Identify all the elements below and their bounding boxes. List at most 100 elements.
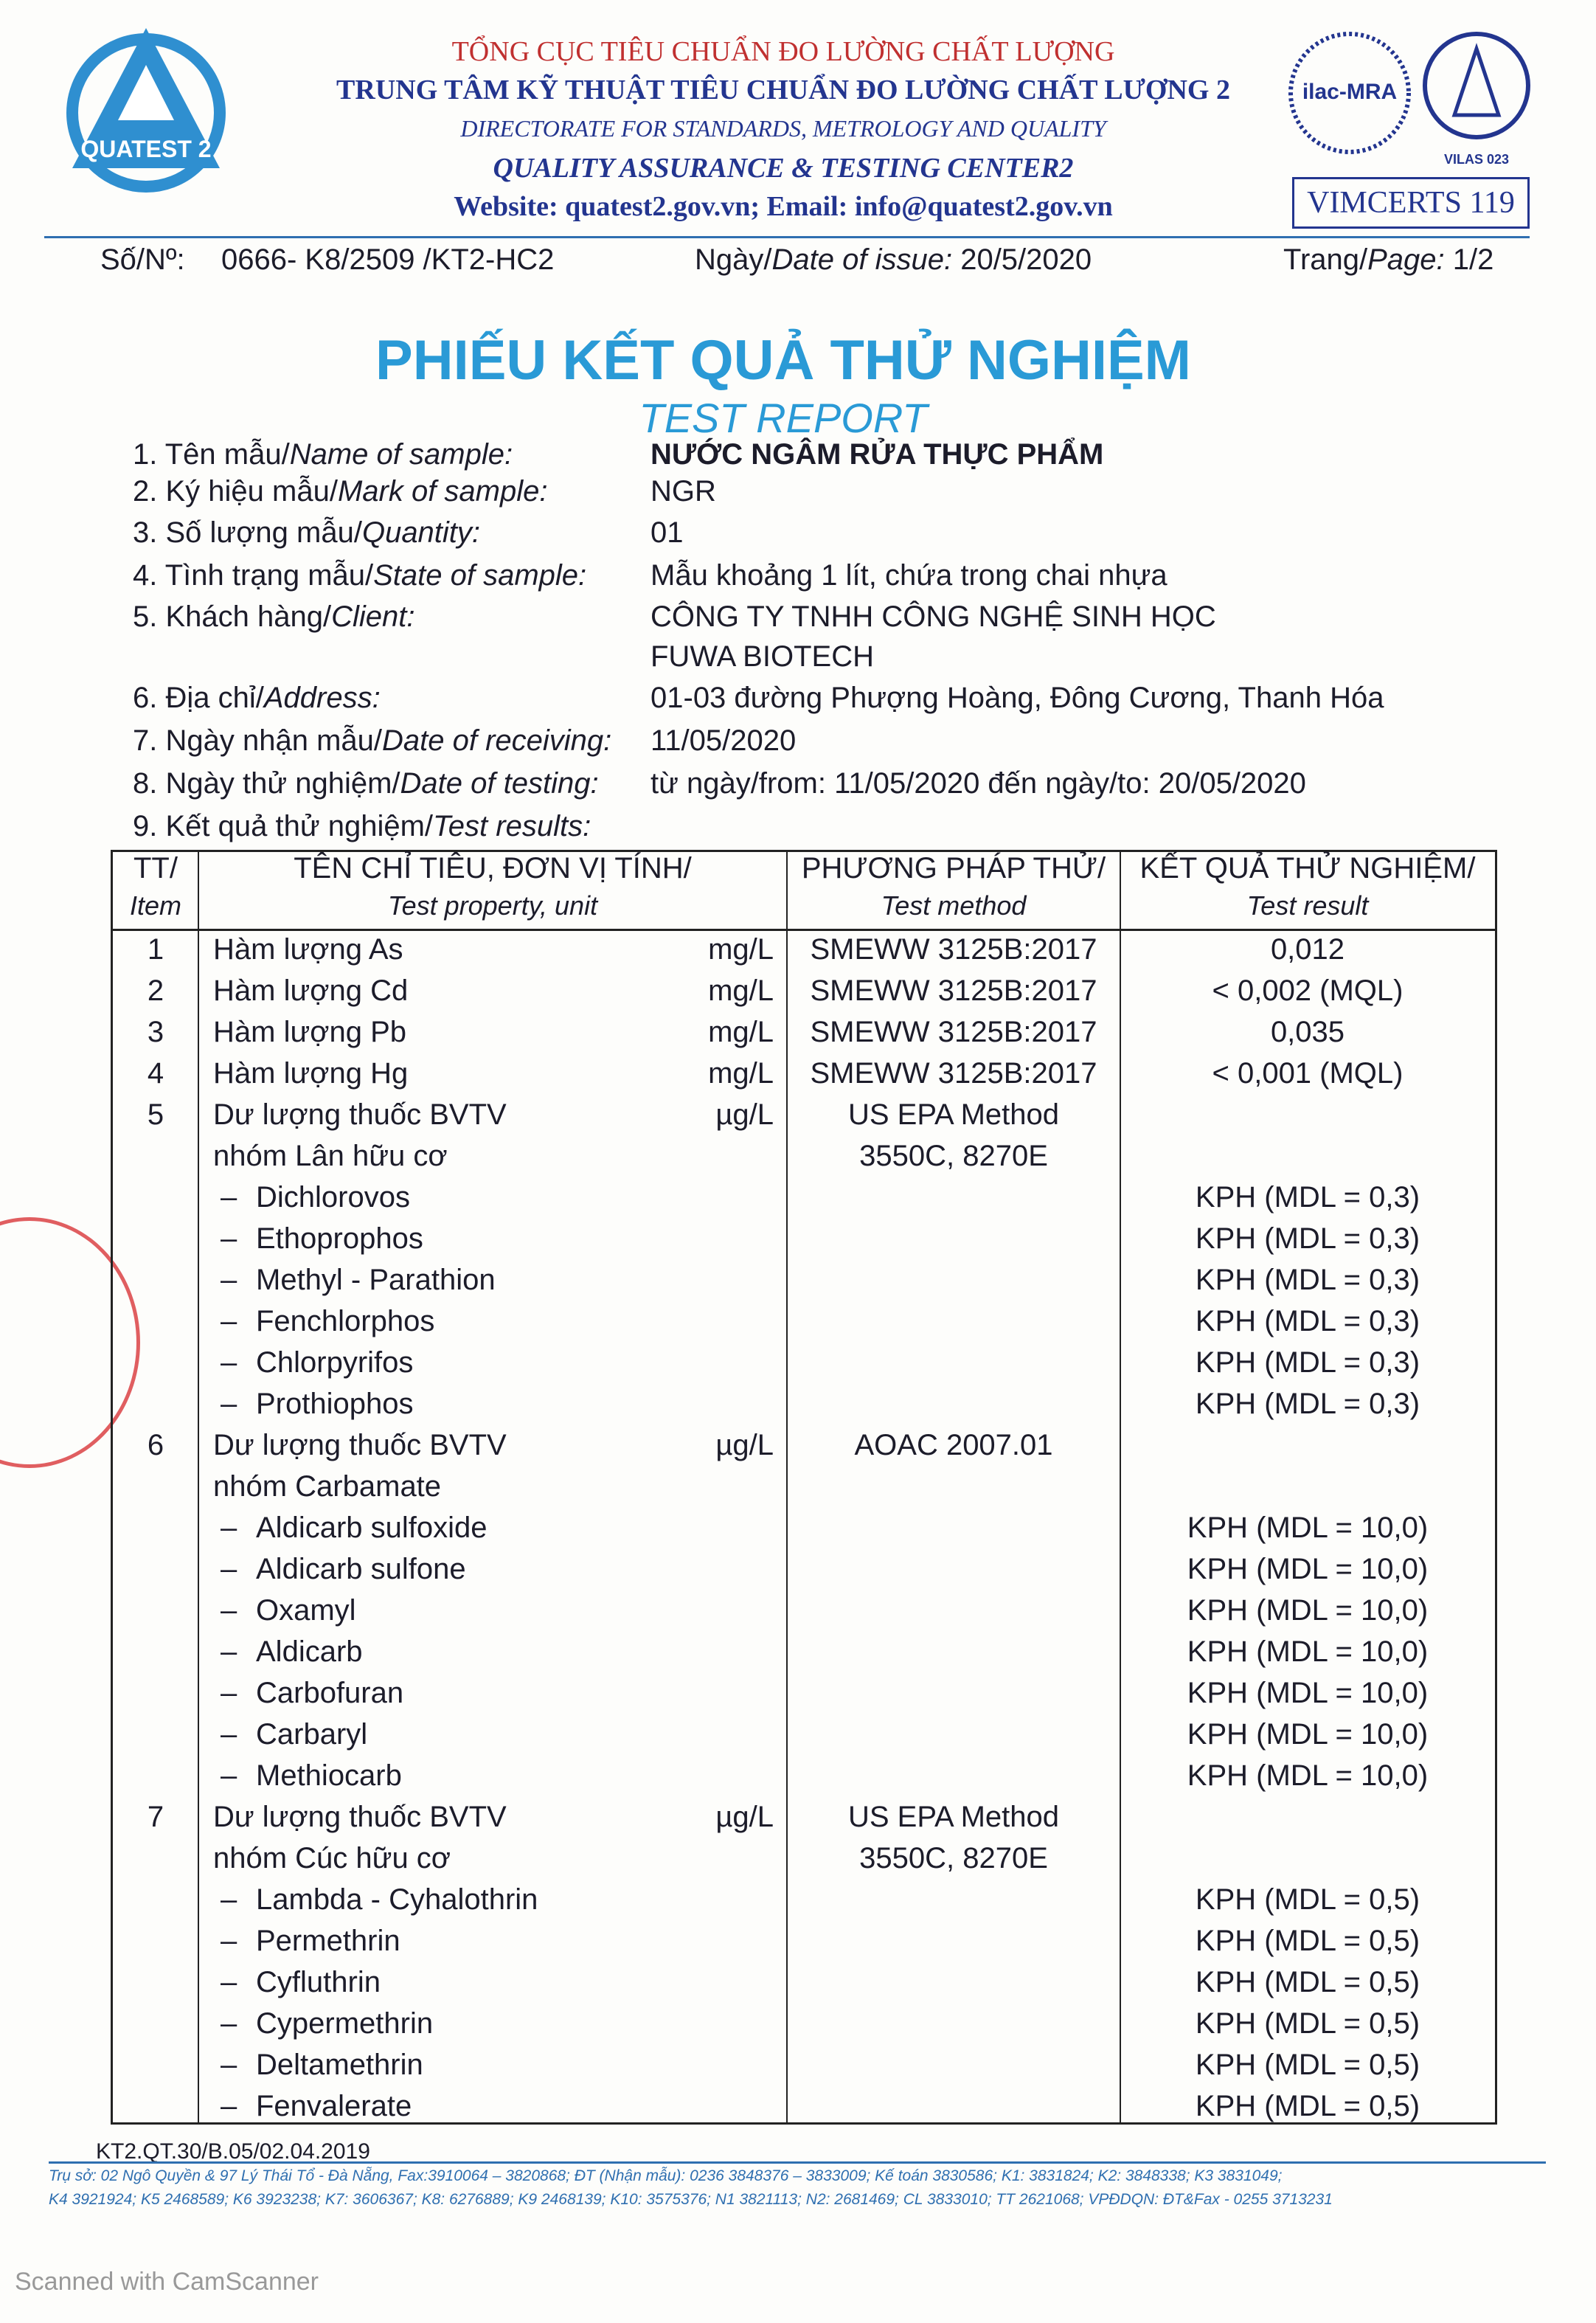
sub-property: Carbofuran: [256, 1677, 404, 1709]
field-value: NGR: [650, 475, 716, 508]
result: KPH (MDL = 0,3): [1195, 1264, 1420, 1296]
sub-property: Cypermethrin: [256, 2007, 434, 2040]
field-label: 6. Địa chỉ/Address:: [133, 682, 381, 715]
field-label-en: Date of testing:: [400, 767, 599, 800]
address: Trụ sở: 02 Ngô Quyền & 97 Lý Thái Tổ - Đ…: [49, 2167, 1283, 2184]
dash: –: [221, 1718, 237, 1751]
field-label: 4. Tình trạng mẫu/State of sample:: [133, 559, 586, 592]
property: Dư lượng thuốc BVTV: [213, 1098, 507, 1131]
item-no: 6: [147, 1429, 164, 1461]
field-value: 01-03 đường Phượng Hoàng, Đông Cương, Th…: [650, 682, 1384, 714]
field-label-vi: Khách hàng/: [165, 600, 332, 633]
dash: –: [221, 1512, 237, 1544]
result: KPH (MDL = 0,5): [1195, 2049, 1420, 2081]
item-no: 3: [147, 1016, 164, 1048]
subtitle: TEST REPORT: [639, 395, 928, 441]
field-label-vi: Tình trạng mẫu/: [164, 559, 374, 592]
title: PHIẾU KẾT QUẢ THỬ NGHIỆM: [375, 329, 1191, 392]
field-label-vi: Kết quả thử nghiệm/: [165, 810, 434, 842]
sub-property: Cyfluthrin: [256, 1966, 381, 1998]
meta-number: 0666- K8/2509 /KT2-HC2: [221, 243, 555, 276]
field-label-vi: Địa chỉ/: [165, 682, 264, 714]
column-header-en: Test result: [1246, 890, 1369, 921]
logo: QUATEST 2: [66, 28, 226, 193]
field-label: 9. Kết quả thử nghiệm/Test results:: [133, 810, 591, 843]
field-label: 7. Ngày nhận mẫu/Date of receiving:: [133, 724, 611, 758]
field-num: 6.: [133, 682, 158, 714]
unit: mg/L: [708, 933, 774, 966]
unit: mg/L: [708, 1057, 774, 1090]
property: Hàm lượng Cd: [213, 974, 409, 1007]
field-label-en: State of sample:: [373, 559, 587, 592]
field-value: NƯỚC NGÂM RỬA THỰC PHẨM: [650, 438, 1104, 471]
dash: –: [221, 2090, 237, 2122]
logo-text: QUATEST 2: [80, 136, 211, 162]
address: K4 3921924; K5 2468589; K6 3923238; K7: …: [49, 2191, 1333, 2208]
logo-inner: [118, 65, 174, 120]
method: SMEWW 3125B:2017: [810, 1016, 1097, 1048]
result: 0,035: [1270, 1016, 1345, 1048]
field-label-en: Test results:: [433, 810, 591, 842]
field-num: 7.: [133, 724, 158, 757]
sub-property: Lambda - Cyhalothrin: [256, 1883, 538, 1916]
result: KPH (MDL = 10,0): [1187, 1718, 1429, 1751]
property: nhóm Lân hữu cơ: [213, 1140, 448, 1172]
result: KPH (MDL = 0,5): [1195, 1883, 1420, 1916]
result: KPH (MDL = 10,0): [1187, 1594, 1429, 1627]
dash: –: [221, 2049, 237, 2081]
sub-property: Prothiophos: [256, 1388, 414, 1420]
field-num: 4.: [133, 559, 158, 592]
method: US EPA Method: [847, 1098, 1060, 1131]
meta-page: Trang/Page: 1/2: [1283, 243, 1493, 277]
meta-date: Ngày/Date of issue: 20/5/2020: [695, 243, 1092, 277]
sub-property: Carbaryl: [256, 1718, 368, 1751]
field-value: CÔNG TY TNHH CÔNG NGHỆ SINH HỌC: [650, 600, 1216, 633]
method: SMEWW 3125B:2017: [810, 1057, 1097, 1090]
header-line: TRUNG TÂM KỸ THUẬT TIÊU CHUẨN ĐO LƯỜNG C…: [336, 75, 1230, 105]
sub-property: Dichlorovos: [256, 1181, 410, 1214]
method: SMEWW 3125B:2017: [810, 933, 1097, 966]
item-no: 5: [147, 1098, 164, 1131]
method: SMEWW 3125B:2017: [810, 974, 1097, 1007]
dash: –: [221, 1388, 237, 1420]
property: nhóm Carbamate: [213, 1470, 442, 1503]
result: KPH (MDL = 0,5): [1195, 1925, 1420, 1957]
field-label-en: Client:: [331, 600, 415, 633]
sub-property: Fenchlorphos: [256, 1305, 435, 1337]
field-label-en: Date of receiving:: [382, 724, 612, 757]
sub-property: Oxamyl: [256, 1594, 356, 1627]
vilas-mark: [1451, 43, 1502, 117]
column-header: TÊN CHỈ TIÊU, ĐƠN VỊ TÍNH/: [294, 852, 692, 884]
field-value: FUWA BIOTECH: [650, 640, 874, 673]
sub-property: Permethrin: [256, 1925, 400, 1957]
field-value: Mẫu khoảng 1 lít, chứa trong chai nhựa: [650, 559, 1167, 592]
field-value: 11/05/2020: [650, 724, 797, 757]
column-header-en: Test property, unit: [387, 890, 598, 921]
item-no: 2: [147, 974, 164, 1007]
result: < 0,002 (MQL): [1212, 974, 1404, 1007]
item-no: 1: [147, 933, 164, 966]
field-label-vi: Tên mẫu/: [164, 438, 290, 471]
field-num: 9.: [133, 810, 158, 842]
sub-property: Aldicarb sulfoxide: [256, 1512, 488, 1544]
result: 0,012: [1270, 933, 1345, 966]
field-num: 5.: [133, 600, 158, 633]
unit: mg/L: [708, 1016, 774, 1048]
field-label-vi: Số lượng mẫu/: [165, 516, 362, 549]
field-num: 2.: [133, 475, 158, 508]
property: Hàm lượng As: [213, 933, 403, 966]
result: KPH (MDL = 0,3): [1195, 1346, 1420, 1379]
field-num: 3.: [133, 516, 158, 549]
field-label-vi: Ký hiệu mẫu/: [165, 475, 338, 508]
column-rule: [1120, 852, 1121, 2122]
unit: µg/L: [715, 1429, 774, 1461]
result: KPH (MDL = 0,3): [1195, 1181, 1420, 1214]
dash: –: [221, 1925, 237, 1957]
field-num: 8.: [133, 767, 158, 800]
form-code: KT2.QT.30/B.05/02.04.2019: [96, 2139, 370, 2164]
result: KPH (MDL = 0,5): [1195, 2007, 1420, 2040]
field-label-en: Quantity:: [361, 516, 481, 549]
method: US EPA Method: [847, 1801, 1060, 1833]
property: Hàm lượng Hg: [213, 1057, 409, 1090]
